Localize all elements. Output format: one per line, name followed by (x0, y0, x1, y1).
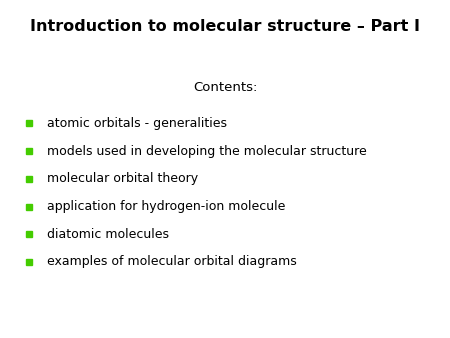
Text: models used in developing the molecular structure: models used in developing the molecular … (47, 145, 367, 158)
Text: examples of molecular orbital diagrams: examples of molecular orbital diagrams (47, 256, 297, 268)
Text: molecular orbital theory: molecular orbital theory (47, 172, 198, 185)
Text: diatomic molecules: diatomic molecules (47, 228, 169, 241)
Text: Contents:: Contents: (193, 81, 257, 94)
Text: Introduction to molecular structure – Part I: Introduction to molecular structure – Pa… (30, 19, 420, 33)
Text: atomic orbitals - generalities: atomic orbitals - generalities (47, 117, 227, 130)
Text: application for hydrogen-ion molecule: application for hydrogen-ion molecule (47, 200, 286, 213)
